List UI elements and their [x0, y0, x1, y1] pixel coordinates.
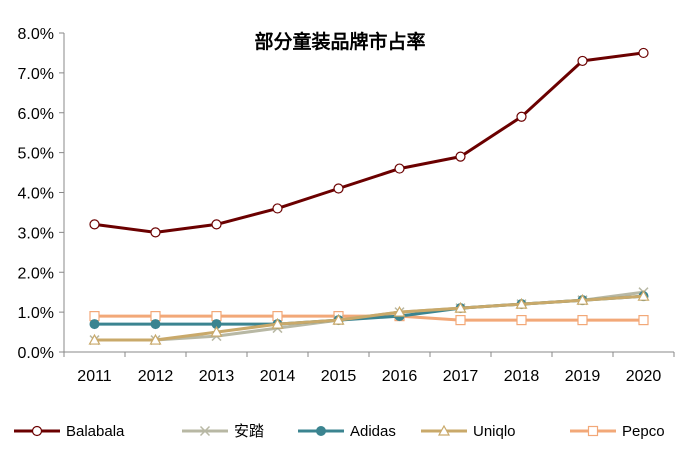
- series-line: [94, 51, 644, 234]
- x-tick-label: 2015: [321, 368, 357, 385]
- data-point: [332, 313, 345, 325]
- legend-label: Uniqlo: [473, 423, 516, 440]
- y-tick-label: 6.0%: [18, 106, 54, 123]
- x-tick-label: 2018: [504, 368, 540, 385]
- x-tick-label: 2012: [138, 368, 174, 385]
- x-tick-label: 2011: [77, 368, 112, 385]
- legend-item: Pepco: [570, 423, 665, 440]
- y-tick-label: 0.0%: [18, 345, 54, 362]
- data-point: [516, 111, 527, 122]
- series-line: [94, 294, 644, 342]
- data-point: [88, 333, 101, 345]
- legend-marker: [587, 425, 599, 437]
- y-tick-label: 1.0%: [18, 305, 54, 322]
- data-point: [455, 315, 466, 326]
- legend-item: Adidas: [298, 423, 396, 440]
- x-tick-label: 2020: [626, 368, 662, 385]
- legend-label: 安踏: [234, 423, 264, 440]
- data-point: [150, 227, 161, 238]
- legend-marker: [199, 425, 211, 437]
- axes: 0.0% 1.0% 2.0% 3.0% 4.0% 5.0% 6.0% 7.0% 8.0% 2011…: [18, 26, 675, 385]
- data-point: [271, 317, 284, 329]
- chart-title: 部分童装品牌市占率: [254, 30, 425, 53]
- data-point: [638, 315, 649, 326]
- data-point: [455, 151, 466, 162]
- legend-label: Pepco: [622, 423, 665, 440]
- data-point: [333, 183, 344, 194]
- data-point: [394, 163, 405, 174]
- x-tick-label: 2014: [260, 368, 296, 385]
- y-tick-label: 3.0%: [18, 225, 54, 242]
- data-point: [393, 305, 406, 317]
- y-tick-label: 5.0%: [18, 146, 54, 163]
- data-point: [210, 325, 223, 337]
- series-3: [88, 289, 650, 345]
- series-layer: [88, 47, 650, 346]
- data-point: [576, 293, 589, 305]
- data-point: [150, 319, 161, 330]
- data-point: [149, 333, 162, 345]
- series-2: [89, 291, 649, 330]
- data-point: [515, 297, 528, 309]
- data-point: [577, 55, 588, 67]
- legend-label: Adidas: [350, 423, 396, 440]
- y-tick-label: 7.0%: [18, 66, 54, 83]
- x-tick-label: 2019: [565, 368, 601, 385]
- x-tick-label: 2013: [199, 368, 235, 385]
- data-point: [211, 219, 222, 230]
- data-point: [638, 47, 649, 59]
- legend: Balabala 安踏 Adidas Uniqlo Pepco: [14, 423, 665, 440]
- x-tick-label: 2016: [382, 368, 418, 385]
- y-tick-label: 8.0%: [18, 26, 54, 43]
- data-point: [516, 315, 527, 326]
- legend-marker: [437, 424, 451, 436]
- y-tick-label: 4.0%: [18, 186, 54, 203]
- legend-item: 安踏: [182, 423, 264, 440]
- x-tick-label: 2017: [443, 368, 479, 385]
- legend-item: Balabala: [14, 423, 125, 440]
- legend-marker: [316, 426, 326, 436]
- legend-label: Balabala: [66, 423, 125, 440]
- data-point: [272, 203, 283, 214]
- data-point: [454, 301, 467, 313]
- series-0: [89, 47, 649, 238]
- data-point: [89, 319, 100, 330]
- legend-marker: [31, 425, 43, 437]
- y-tick-label: 2.0%: [18, 265, 54, 282]
- data-point: [637, 289, 650, 301]
- data-point: [89, 219, 100, 230]
- legend-item: Uniqlo: [421, 423, 516, 440]
- data-point: [577, 315, 588, 326]
